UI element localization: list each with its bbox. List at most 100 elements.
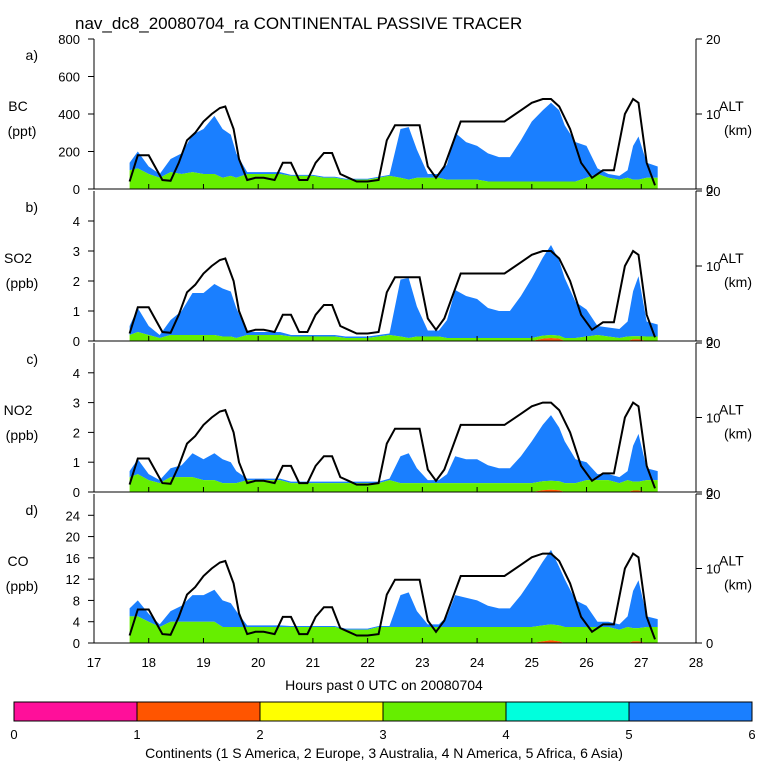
- x-axis-label: Hours past 0 UTC on 20080704: [285, 677, 483, 693]
- x-tick-label: 22: [360, 655, 374, 670]
- y-tick-label: 0: [73, 334, 80, 349]
- europe-series-area: [129, 640, 658, 643]
- x-tick-label: 24: [470, 655, 484, 670]
- y-tick-label: 3: [73, 244, 80, 259]
- x-tick-label: 19: [196, 655, 210, 670]
- x-tick-label: 21: [306, 655, 320, 670]
- y-tick-label: 24: [66, 508, 80, 523]
- alt-tick-label: 20: [706, 32, 720, 47]
- alt-tick-label: 0: [706, 485, 713, 500]
- unit-label: (ppb): [6, 578, 39, 594]
- x-tick-label: 18: [141, 655, 155, 670]
- chart-title: nav_dc8_20080704_ra CONTINENTAL PASSIVE …: [75, 14, 522, 33]
- panel-letter: d): [26, 502, 38, 518]
- altitude-line: [128, 552, 656, 640]
- alt-tick-label: 20: [706, 184, 720, 199]
- colorbar-tick-label: 0: [10, 727, 17, 742]
- colorbar-tick-label: 2: [256, 727, 263, 742]
- alt-tick-label: 0: [706, 334, 713, 349]
- y-tick-label: 2: [73, 425, 80, 440]
- species-label: NO2: [4, 402, 33, 418]
- x-tick-label: 23: [415, 655, 429, 670]
- alt-unit-label: (km): [724, 577, 752, 593]
- alt-label: ALT: [719, 250, 744, 266]
- colorbar-segment: [382, 701, 507, 722]
- colorbar-tick-label: 3: [379, 727, 386, 742]
- europe-series-area: [129, 489, 658, 492]
- x-tick-label: 20: [251, 655, 265, 670]
- namerica-series-area: [129, 616, 658, 643]
- colorbar-segment: [505, 701, 630, 722]
- y-tick-label: 4: [73, 615, 80, 630]
- y-tick-label: 800: [58, 32, 80, 47]
- alt-tick-label: 20: [706, 487, 720, 502]
- unit-label: (ppt): [8, 123, 37, 139]
- alt-unit-label: (km): [724, 274, 752, 290]
- y-tick-label: 3: [73, 396, 80, 411]
- namerica-series-area: [129, 332, 658, 341]
- unit-label: (ppb): [6, 427, 39, 443]
- asia-series-area: [129, 549, 658, 630]
- y-tick-label: 200: [58, 145, 80, 160]
- asia-series-area: [129, 415, 658, 484]
- x-tick-label: 26: [579, 655, 593, 670]
- colorbar-tick-label: 5: [625, 727, 632, 742]
- x-tick-label: 25: [525, 655, 539, 670]
- y-tick-label: 8: [73, 593, 80, 608]
- namerica-series-area: [129, 474, 658, 492]
- panel-no2: 0 1 2 3 4 0 10 20 c) NO2 (ppb) ALT (km): [4, 336, 752, 500]
- colorbar-segment: [136, 701, 261, 722]
- y-tick-label: 4: [73, 214, 80, 229]
- colorbar-label: Continents (1 S America, 2 Europe, 3 Aus…: [145, 745, 623, 761]
- namerica-series-area: [129, 168, 658, 189]
- y-tick-label: 12: [66, 572, 80, 587]
- asia-series-area: [129, 245, 658, 338]
- colorbar-tick-label: 6: [748, 727, 755, 742]
- y-tick-label: 0: [73, 182, 80, 197]
- y-tick-label: 16: [66, 551, 80, 566]
- colorbar-tick-label: 4: [502, 727, 509, 742]
- species-label: CO: [8, 553, 29, 569]
- alt-tick-label: 0: [706, 182, 713, 197]
- x-axis: 17 18 19 20 21 22 23 24 25 26 27 28: [87, 655, 703, 670]
- asia-series-area: [129, 102, 658, 182]
- alt-label: ALT: [719, 553, 744, 569]
- panel-so2: 0 1 2 3 4 0 10 20 b) SO2 (ppb) ALT (km): [4, 184, 752, 349]
- altitude-line: [128, 97, 656, 186]
- colorbar-segment: [628, 701, 753, 722]
- species-label: SO2: [4, 250, 32, 266]
- y-tick-label: 1: [73, 304, 80, 319]
- panels: 020040060080001020a)BC(ppt)ALT(km)012340…: [4, 32, 752, 651]
- y-tick-label: 4: [73, 366, 80, 381]
- y-tick-label: 400: [58, 107, 80, 122]
- species-label: BC: [8, 98, 27, 114]
- y-tick-label: 0: [73, 636, 80, 651]
- x-tick-label: 27: [634, 655, 648, 670]
- alt-tick-label: 20: [706, 336, 720, 351]
- altitude-line: [128, 401, 656, 489]
- alt-unit-label: (km): [724, 426, 752, 442]
- panel-letter: a): [26, 47, 38, 63]
- alt-tick-label: 10: [706, 411, 720, 426]
- alt-label: ALT: [719, 98, 744, 114]
- y-tick-label: 600: [58, 70, 80, 85]
- panel-letter: c): [26, 351, 38, 367]
- x-tick-label: 17: [87, 655, 101, 670]
- y-tick-label: 0: [73, 485, 80, 500]
- alt-label: ALT: [719, 402, 744, 418]
- y-tick-label: 1: [73, 455, 80, 470]
- colorbar-tick-label: 1: [133, 727, 140, 742]
- colorbar-segment: [13, 701, 138, 722]
- panel-co: 0 4 8 12 16 20 24 0 10 20 d) CO (ppb) ALT (km): [6, 487, 752, 651]
- y-tick-label: 20: [66, 530, 80, 545]
- alt-tick-label: 0: [706, 636, 713, 651]
- alt-tick-label: 10: [706, 107, 720, 122]
- europe-series-area: [129, 338, 658, 341]
- continent-colorbar: 0 1 2 3 4 5 6: [10, 701, 756, 742]
- alt-tick-label: 10: [706, 562, 720, 577]
- x-tick-label: 28: [689, 655, 703, 670]
- unit-label: (ppb): [6, 275, 39, 291]
- y-tick-label: 2: [73, 274, 80, 289]
- panel-bc: 0 200 400 600 800 0 10 20 a) BC (ppt) ALT (km): [8, 32, 752, 197]
